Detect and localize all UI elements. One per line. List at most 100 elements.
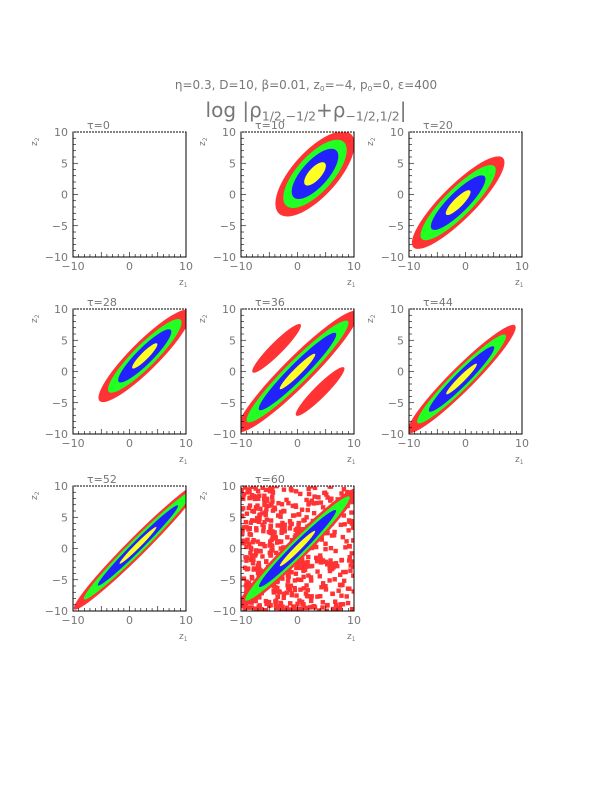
noise-cell: [257, 493, 262, 498]
noise-cell: [246, 505, 251, 511]
y-tick-label: 10: [54, 126, 68, 139]
noise-cell: [264, 507, 269, 512]
y-tick-label: −5: [220, 397, 236, 410]
noise-cell: [269, 537, 274, 543]
noise-cell: [311, 510, 317, 516]
noise-cell: [301, 602, 306, 607]
x-tick-label: −10: [61, 614, 84, 627]
y-tick-label: −5: [52, 574, 68, 587]
noise-cell: [341, 513, 347, 518]
noise-cell: [345, 586, 351, 591]
panel-7: −10 0 10 −10 −5 0 5 10 τ=60 z1 z2: [198, 473, 361, 643]
y-tick-label: −10: [213, 428, 236, 441]
noise-cell: [308, 595, 314, 600]
noise-cell: [324, 603, 330, 608]
y-tick-label: 0: [229, 366, 236, 379]
noise-cell: [285, 583, 290, 588]
noise-cell: [339, 491, 344, 496]
noise-cell: [255, 570, 261, 576]
y-axis-label: z2: [30, 314, 41, 323]
noise-cell: [249, 553, 255, 558]
noise-cell: [344, 539, 349, 544]
noise-cell: [329, 565, 334, 570]
noise-cell: [329, 561, 334, 567]
noise-cell: [255, 539, 260, 544]
noise-cell: [323, 541, 328, 546]
noise-cell: [285, 578, 291, 583]
noise-cell: [256, 608, 262, 611]
noise-cell: [305, 507, 310, 513]
noise-cell: [319, 537, 325, 542]
noise-cell: [275, 513, 281, 518]
noise-cell: [245, 566, 251, 571]
noise-cell: [294, 593, 299, 598]
y-tick-label: 5: [229, 511, 236, 524]
noise-cell: [293, 489, 299, 494]
noise-cell: [304, 515, 309, 520]
noise-cell: [262, 543, 267, 549]
noise-cell: [255, 517, 260, 522]
noise-cell: [262, 500, 267, 506]
noise-cell: [308, 575, 314, 580]
noise-cell: [277, 589, 282, 594]
noise-cell: [297, 565, 303, 571]
noise-cell: [278, 509, 284, 515]
y-tick-label: 5: [397, 157, 404, 170]
noise-cell: [241, 487, 244, 493]
noise-cell: [297, 598, 302, 603]
noise-cell: [323, 546, 328, 552]
y-tick-label: −5: [220, 220, 236, 233]
noise-cell: [244, 558, 249, 563]
noise-cell: [330, 606, 336, 611]
noise-cell: [261, 528, 266, 534]
panel-title: τ=52: [87, 473, 117, 486]
noise-cell: [351, 573, 354, 578]
noise-cell: [244, 579, 249, 584]
noise-cell: [279, 523, 284, 528]
noise-cell: [260, 554, 265, 559]
noise-cell: [295, 577, 301, 582]
panel-5: −10 0 10 −10 −5 0 5 10 τ=44 z1 z2: [366, 296, 529, 466]
axes-frame: [72, 131, 187, 258]
noise-cell: [278, 539, 284, 544]
noise-cell: [337, 582, 343, 588]
noise-cell: [298, 491, 303, 497]
noise-cell: [298, 577, 304, 583]
noise-cell: [309, 498, 315, 503]
noise-cell: [281, 487, 287, 492]
noise-cell: [250, 561, 256, 566]
noise-cell: [312, 486, 318, 491]
y-axis-label: z2: [198, 314, 209, 323]
noise-cell: [309, 486, 315, 489]
noise-cell: [306, 491, 312, 497]
x-axis-label: z1: [347, 278, 356, 289]
noise-cell: [270, 489, 276, 495]
panel-4: −10 0 10 −10 −5 0 5 10 τ=36 z1 z2: [198, 296, 361, 466]
noise-cell: [332, 577, 337, 582]
noise-cell: [282, 526, 287, 531]
noise-cell: [260, 486, 265, 490]
noise-cell: [349, 510, 354, 515]
noise-cell: [348, 563, 353, 568]
noise-cell: [254, 526, 259, 531]
noise-cell: [320, 581, 326, 586]
noise-cell: [339, 557, 345, 563]
noise-cell: [249, 547, 254, 552]
noise-cell: [257, 567, 262, 572]
y-tick-label: −5: [388, 397, 404, 410]
panel-0: −10 0 10 −10 −5 0 5 10 τ=0 z1 z2: [30, 119, 193, 289]
noise-cell: [347, 555, 352, 560]
noise-cell: [312, 494, 317, 499]
noise-cell: [261, 497, 267, 502]
noise-cell: [323, 587, 329, 592]
noise-cell: [265, 503, 271, 509]
x-axis-label: z1: [347, 632, 356, 643]
noise-cell: [314, 555, 319, 561]
noise-cell: [324, 530, 330, 536]
contour-level-3: [279, 353, 316, 390]
x-tick-label: 10: [515, 260, 529, 273]
noise-cell: [261, 524, 266, 530]
noise-cell: [246, 580, 252, 586]
y-tick-label: 10: [222, 480, 236, 493]
y-tick-label: 10: [54, 303, 68, 316]
